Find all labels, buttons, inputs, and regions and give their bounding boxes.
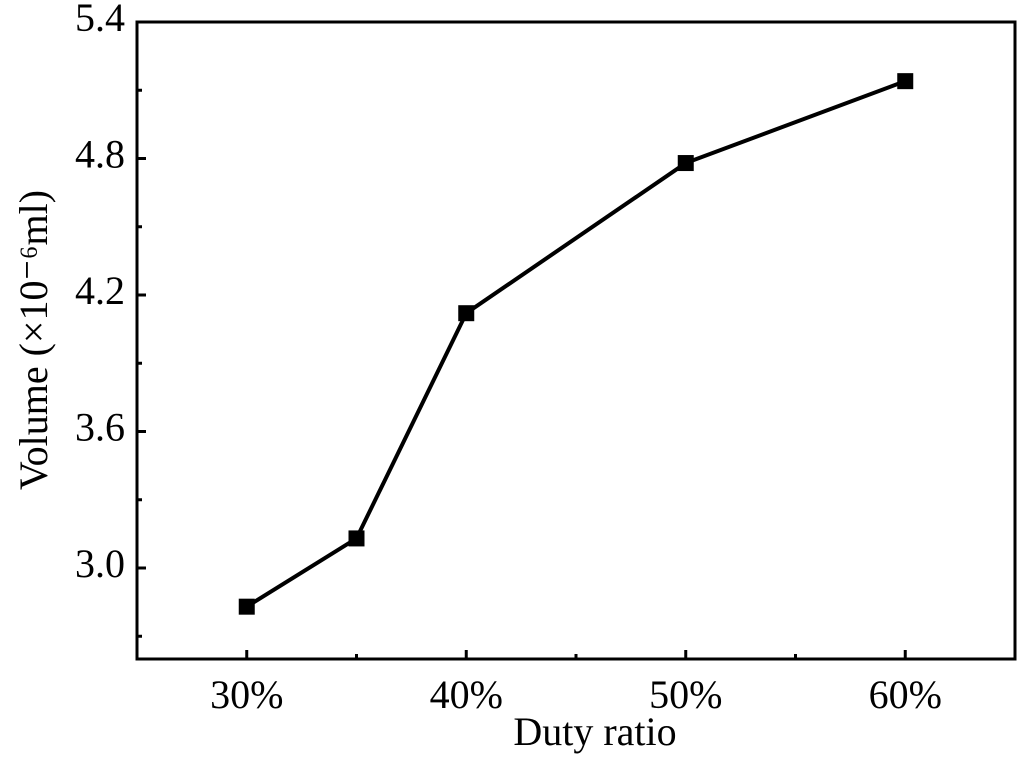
x-tick-label: 40% (430, 672, 503, 717)
y-tick-label: 3.6 (75, 405, 125, 450)
marker (897, 73, 914, 90)
plot-frame (135, 20, 1017, 661)
marker (238, 598, 255, 615)
x-axis-label: Duty ratio (513, 709, 676, 754)
y-tick-label: 5.4 (75, 0, 125, 40)
marker (348, 530, 365, 547)
x-tick-label: 30% (210, 672, 283, 717)
x-tick-label: 60% (869, 672, 942, 717)
x-tick-label: 50% (649, 672, 722, 717)
marker (458, 305, 475, 322)
line (245, 79, 906, 609)
marker (677, 155, 694, 172)
y-tick-label: 4.2 (75, 268, 125, 313)
y-axis-label: Volume (×10⁻⁶ml) (11, 190, 56, 490)
y-tick-label: 3.0 (75, 541, 125, 586)
y-tick-label: 4.8 (75, 132, 125, 177)
